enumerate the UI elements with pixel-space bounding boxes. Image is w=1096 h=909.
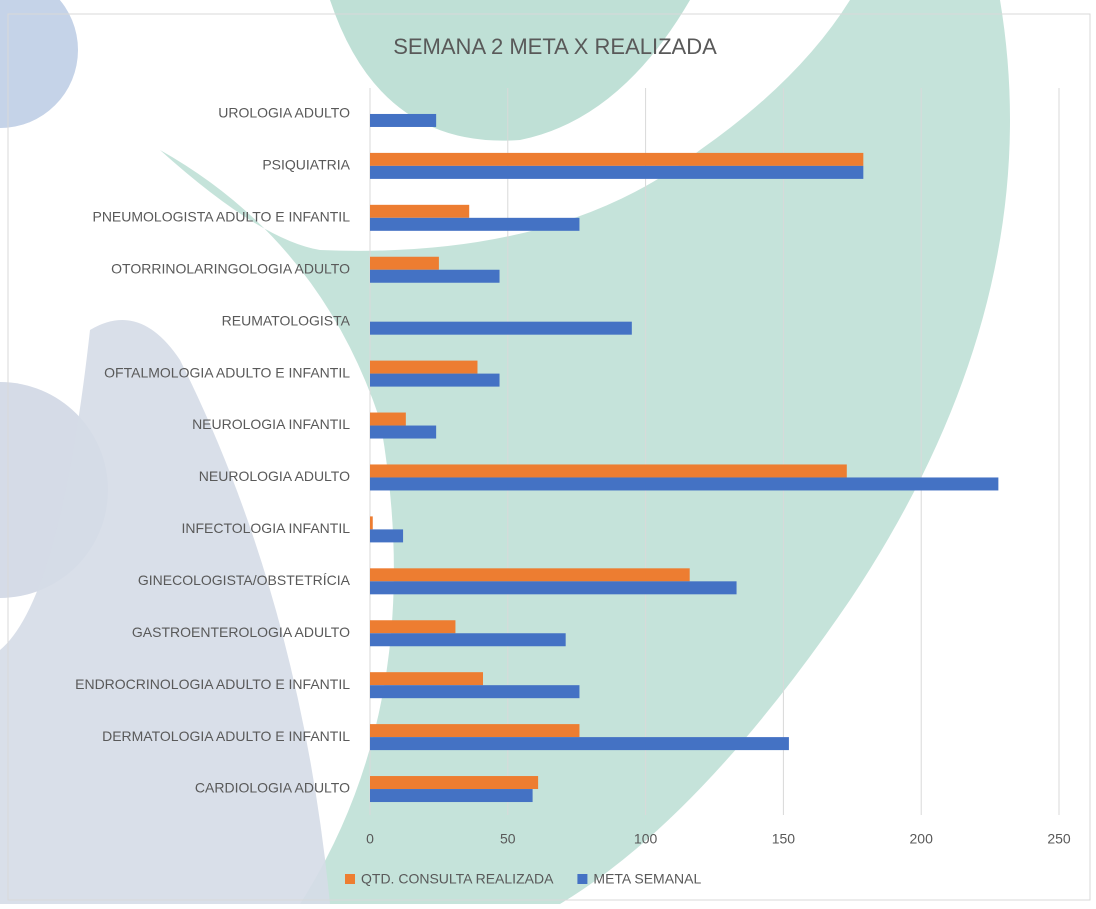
y-tick-label: NEUROLOGIA ADULTO <box>199 468 350 484</box>
y-tick-label: PNEUMOLOGISTA ADULTO E INFANTIL <box>92 209 350 225</box>
y-tick-label: REUMATOLOGISTA <box>222 312 351 328</box>
x-tick-label: 100 <box>634 831 658 847</box>
legend-label: QTD. CONSULTA REALIZADA <box>361 871 554 887</box>
y-tick-label: DERMATOLOGIA ADULTO E INFANTIL <box>102 728 350 744</box>
x-tick-label: 150 <box>772 831 796 847</box>
y-tick-label: ENDROCRINOLOGIA ADULTO E INFANTIL <box>75 676 350 692</box>
bar <box>370 166 863 179</box>
bar <box>370 516 373 529</box>
bar <box>370 114 436 127</box>
y-tick-label: UROLOGIA ADULTO <box>218 105 350 121</box>
chart: SEMANA 2 META X REALIZADA 0 50 100 150 200 25… <box>0 0 1096 904</box>
bar <box>370 685 579 698</box>
y-tick-label: GINECOLOGISTA/OBSTETRÍCIA <box>138 572 351 588</box>
bar <box>370 620 455 633</box>
bar <box>370 270 500 283</box>
legend-swatch <box>345 874 355 884</box>
legend-label: META SEMANAL <box>593 871 701 887</box>
x-tick-label: 50 <box>500 831 516 847</box>
bar <box>370 477 998 490</box>
bar <box>370 257 439 270</box>
bar <box>370 322 632 335</box>
bar <box>370 153 863 166</box>
bar <box>370 464 847 477</box>
y-tick-label: PSIQUIATRIA <box>262 157 350 173</box>
y-tick-label: OFTALMOLOGIA ADULTO E INFANTIL <box>104 364 350 380</box>
bar <box>370 581 737 594</box>
bar <box>370 374 500 387</box>
bar <box>370 426 436 439</box>
bar <box>370 776 538 789</box>
bar <box>370 361 477 374</box>
x-tick-label: 0 <box>366 831 374 847</box>
bar <box>370 672 483 685</box>
bar <box>370 633 566 646</box>
x-tick-label: 250 <box>1047 831 1071 847</box>
y-tick-label: INFECTOLOGIA INFANTIL <box>181 520 350 536</box>
bar <box>370 413 406 426</box>
y-tick-label: NEUROLOGIA INFANTIL <box>192 416 350 432</box>
x-tick-label: 200 <box>910 831 934 847</box>
legend-swatch <box>577 874 587 884</box>
bar <box>370 724 579 737</box>
bar <box>370 218 579 231</box>
bar <box>370 205 469 218</box>
y-tick-label: OTORRINOLARINGOLOGIA ADULTO <box>111 260 350 276</box>
y-tick-label: GASTROENTEROLOGIA ADULTO <box>132 624 350 640</box>
bar <box>370 529 403 542</box>
bar <box>370 789 533 802</box>
bar <box>370 568 690 581</box>
bar <box>370 737 789 750</box>
y-tick-label: CARDIOLOGIA ADULTO <box>195 780 350 796</box>
chart-title: SEMANA 2 META X REALIZADA <box>393 34 717 59</box>
